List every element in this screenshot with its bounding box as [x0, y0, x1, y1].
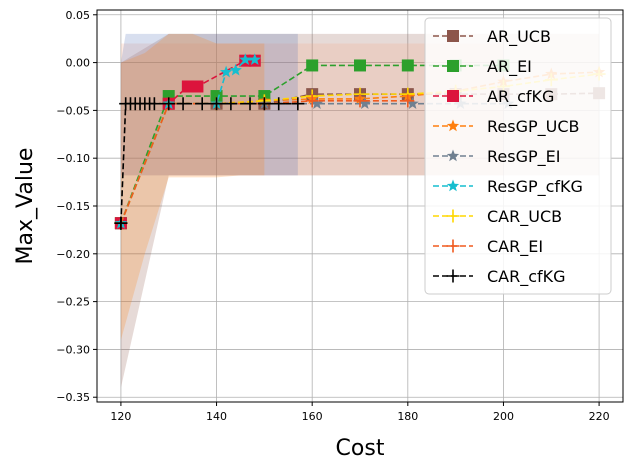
legend-marker: [446, 119, 460, 132]
legend-label: AR_EI: [487, 57, 532, 77]
x-axis-title: Cost: [336, 436, 385, 461]
data-point: [239, 53, 252, 65]
x-tick-label: 140: [206, 410, 227, 423]
data-point: [219, 65, 233, 78]
x-tick-label: 220: [589, 410, 610, 423]
legend-item: AR_EI: [433, 57, 532, 77]
data-point: [305, 94, 319, 108]
legend-label: CAR_cfKG: [487, 267, 566, 287]
legend-marker: [446, 269, 460, 283]
y-axis-title: Max_Value: [13, 148, 38, 265]
legend-item: CAR_EI: [433, 237, 543, 257]
data-point: [114, 216, 128, 230]
legend-marker: [446, 149, 460, 162]
data-point: [401, 94, 415, 108]
data-point: [243, 97, 257, 111]
legend-item: AR_cfKG: [433, 87, 554, 107]
data-point: [248, 53, 261, 65]
data-point: [353, 94, 367, 108]
data-point: [162, 97, 176, 111]
legend-marker: [447, 90, 459, 102]
data-point: [358, 97, 371, 109]
data-point: [310, 97, 324, 109]
data-point: [306, 59, 319, 72]
data-point: [195, 97, 209, 111]
data-point: [401, 59, 414, 72]
legend-frame: [424, 17, 612, 295]
legend-item: ResGP_cfKG: [433, 177, 583, 197]
legend-label: ResGP_UCB: [487, 117, 579, 137]
data-point: [181, 80, 194, 93]
y-axis: −0.35 −0.30 −0.25 −0.20 −0.15 −0.10 −0.05 0.00 0…: [56, 9, 97, 404]
data-point: [210, 90, 223, 103]
legend-item: CAR_cfKG: [433, 267, 566, 287]
data-point: [257, 97, 271, 111]
x-tick-label: 160: [302, 410, 323, 423]
data-point: [147, 97, 161, 111]
data-point: [210, 97, 224, 111]
y-tick-label: 0.05: [66, 9, 91, 22]
legend-label: CAR_UCB: [487, 207, 562, 227]
legend-label: AR_UCB: [487, 27, 551, 47]
data-point: [272, 97, 286, 111]
legend-label: CAR_EI: [487, 237, 543, 257]
legend-item: ResGP_EI: [433, 147, 560, 167]
data-point: [224, 97, 238, 111]
legend-item: CAR_UCB: [433, 207, 562, 227]
legend-label: AR_cfKG: [487, 87, 554, 107]
y-tick-label: −0.35: [56, 391, 90, 404]
legend-label: ResGP_EI: [487, 147, 560, 167]
legend-marker: [446, 179, 460, 192]
legend: AR_UCB AR_EI AR_cfKG ResGP_UCB ResGP_EI ResGP…: [424, 17, 612, 295]
data-point: [406, 97, 419, 109]
legend-marker: [447, 30, 459, 42]
x-tick-label: 180: [397, 410, 418, 423]
legend-marker: [446, 209, 460, 223]
x-axis: 120 140 160 180 200 220: [110, 402, 610, 423]
data-point: [291, 97, 305, 111]
data-point: [229, 63, 242, 76]
legend-marker: [446, 239, 460, 253]
legend-item: ResGP_UCB: [433, 117, 579, 137]
data-point: [176, 97, 190, 111]
y-tick-label: −0.25: [56, 296, 90, 309]
confidence-band-2: [120, 33, 298, 176]
y-tick-label: −0.30: [56, 343, 90, 356]
y-tick-label: −0.15: [56, 200, 90, 213]
legend-item: AR_UCB: [433, 27, 551, 47]
data-point: [354, 59, 366, 72]
confidence-band-3: [120, 33, 265, 340]
x-tick-label: 200: [493, 410, 514, 423]
y-tick-label: −0.20: [56, 248, 90, 261]
y-tick-label: 0.00: [66, 57, 91, 70]
y-tick-label: −0.10: [56, 152, 90, 165]
legend-label: ResGP_cfKG: [487, 177, 583, 197]
x-tick-label: 120: [110, 410, 131, 423]
series-CAR_cfKG: [114, 97, 305, 230]
legend-marker: [447, 60, 459, 72]
data-point: [191, 80, 204, 93]
y-tick-label: −0.05: [56, 104, 90, 117]
